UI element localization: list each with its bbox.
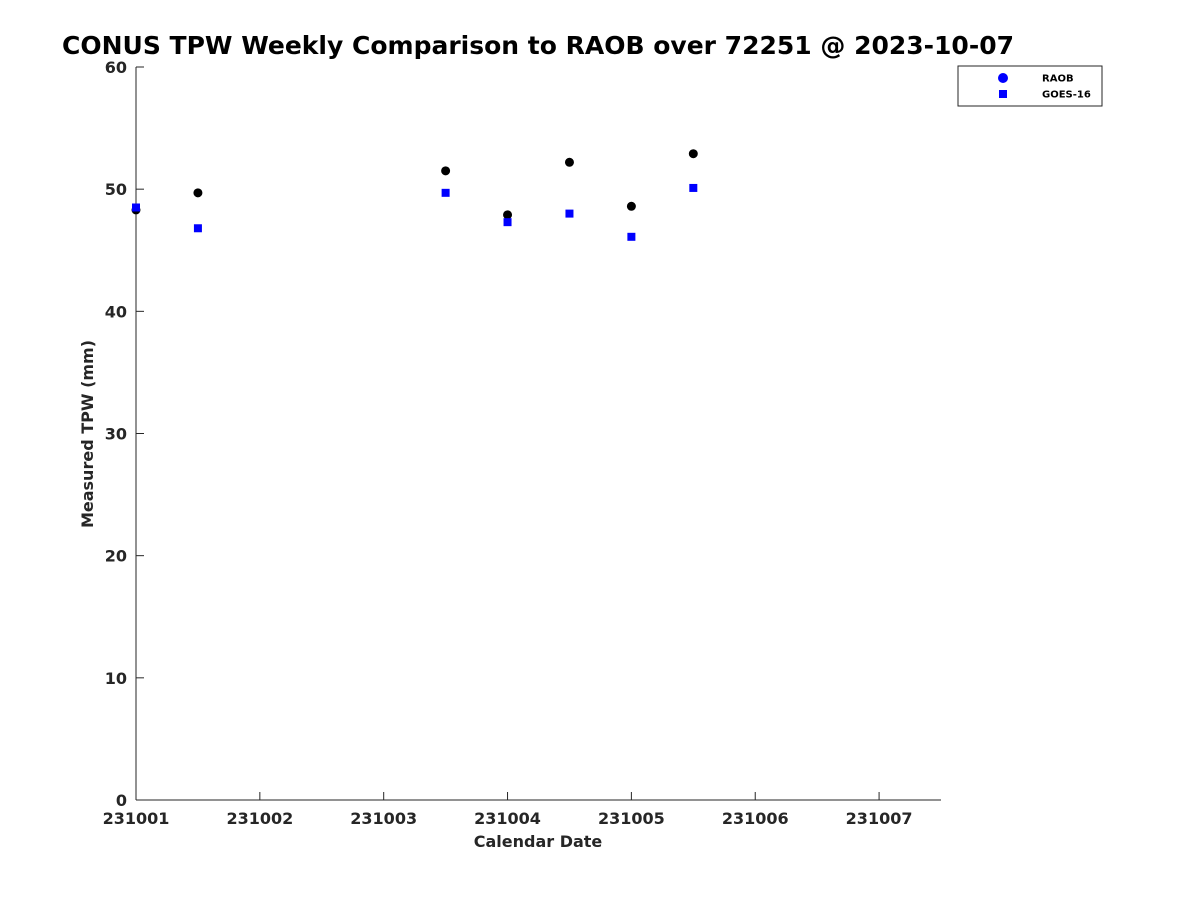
raob-point — [503, 210, 513, 220]
goes16-point — [627, 232, 636, 241]
y-axis-label: Measured TPW (mm) — [78, 340, 97, 528]
x-tick-label: 231005 — [598, 809, 665, 828]
plot-area — [135, 67, 941, 801]
y-tick-label: 60 — [105, 58, 127, 77]
raob-point — [193, 188, 203, 198]
x-tick-label: 231006 — [722, 809, 789, 828]
x-axis-label: Calendar Date — [474, 832, 603, 851]
goes16-point — [689, 183, 698, 192]
raob-point — [564, 157, 574, 167]
y-tick-label: 0 — [116, 791, 127, 810]
x-tick-label: 231004 — [474, 809, 541, 828]
series-raob — [131, 149, 698, 220]
y-axis-ticks: 0 10 20 30 40 50 60 — [105, 58, 144, 810]
legend-raob-marker — [998, 73, 1008, 83]
y-tick-label: 40 — [105, 302, 127, 321]
x-axis-ticks: 231001 231002 231003 231004 231005 231006 2310… — [103, 792, 913, 828]
x-tick-label: 231007 — [846, 809, 913, 828]
y-tick-label: 30 — [105, 425, 127, 444]
y-tick-label: 20 — [105, 547, 127, 566]
chart-title: CONUS TPW Weekly Comparison to RAOB over… — [62, 31, 1014, 60]
legend-box — [957, 65, 1103, 107]
goes16-point — [193, 224, 202, 233]
x-tick-label: 231003 — [350, 809, 417, 828]
goes16-point — [132, 203, 140, 212]
series-goes-16 — [132, 183, 698, 241]
legend-goes16-label: GOES-16 — [1042, 90, 1091, 101]
goes16-point — [503, 218, 512, 227]
x-tick-label: 231002 — [226, 809, 293, 828]
data-series — [131, 149, 698, 241]
legend-goes16-marker — [999, 90, 1007, 98]
legend: RAOB GOES-16 — [957, 65, 1103, 107]
y-tick-label: 50 — [105, 180, 127, 199]
y-tick-label: 10 — [105, 669, 127, 688]
raob-point — [626, 201, 636, 211]
goes16-point — [565, 209, 574, 218]
legend-raob-label: RAOB — [1042, 74, 1074, 85]
x-tick-label: 231001 — [103, 809, 170, 828]
raob-point — [441, 166, 451, 176]
goes16-point — [441, 188, 450, 197]
raob-point — [688, 149, 698, 159]
